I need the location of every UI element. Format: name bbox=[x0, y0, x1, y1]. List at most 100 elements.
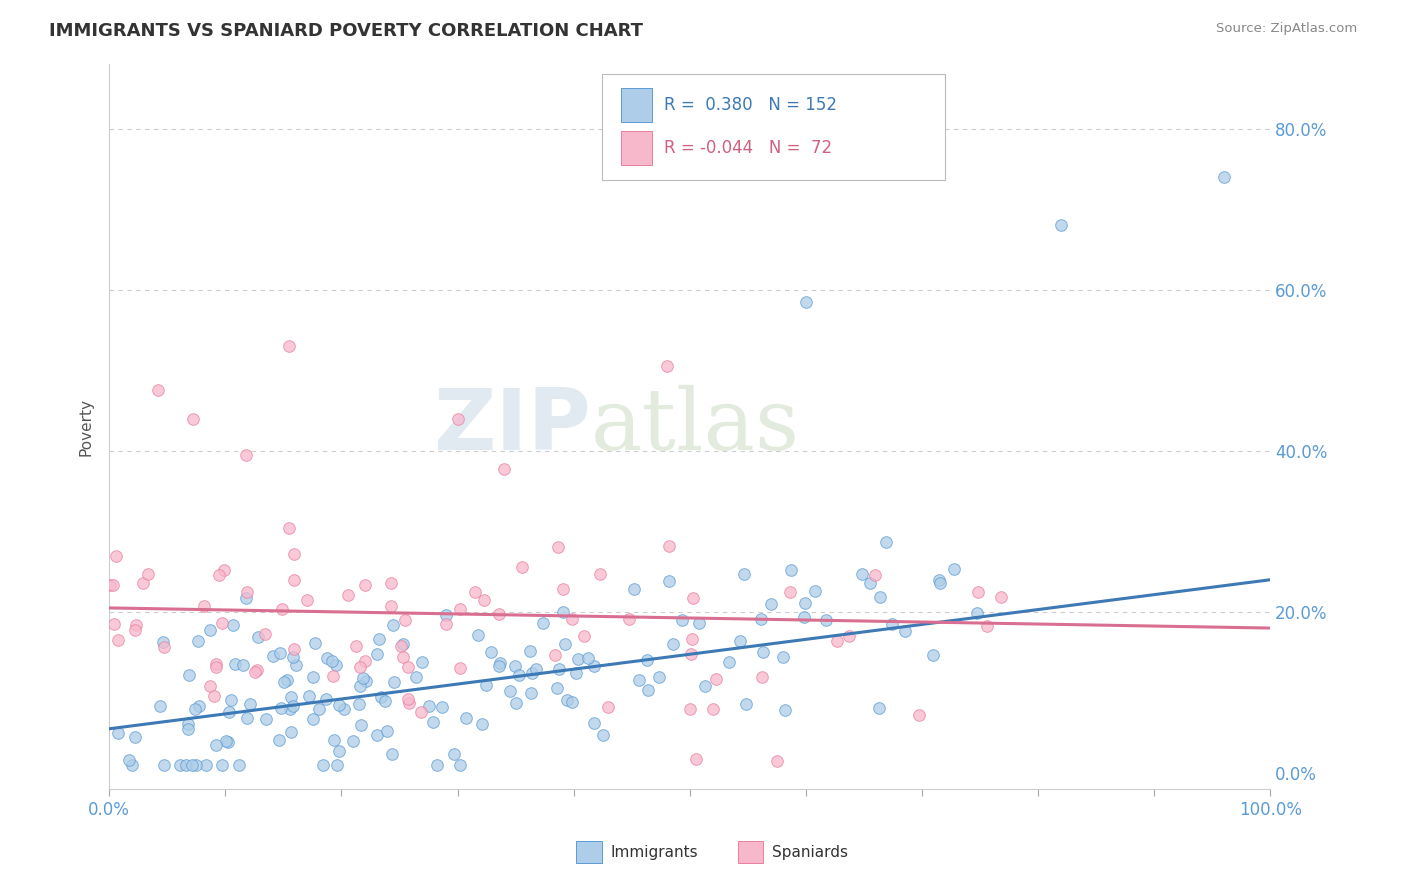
Point bbox=[966, 585, 988, 599]
Point bbox=[662, 637, 685, 651]
Point bbox=[492, 461, 515, 475]
Point bbox=[247, 631, 270, 645]
Point bbox=[851, 567, 873, 582]
Point bbox=[505, 696, 527, 710]
Point bbox=[285, 658, 308, 673]
Point bbox=[283, 573, 305, 587]
Text: IMMIGRANTS VS SPANIARD POVERTY CORRELATION CHART: IMMIGRANTS VS SPANIARD POVERTY CORRELATI… bbox=[49, 22, 643, 40]
Point bbox=[547, 540, 569, 554]
Point bbox=[132, 576, 155, 591]
Point bbox=[679, 701, 702, 715]
Point bbox=[519, 644, 541, 658]
Point bbox=[211, 758, 233, 772]
Point bbox=[503, 658, 526, 673]
Point bbox=[734, 697, 756, 711]
Point bbox=[146, 384, 169, 398]
Point bbox=[136, 566, 159, 581]
Point bbox=[596, 699, 619, 714]
Point bbox=[246, 663, 269, 677]
Point bbox=[278, 339, 301, 353]
Point bbox=[184, 702, 207, 716]
Point bbox=[868, 701, 890, 715]
Point bbox=[349, 697, 371, 711]
Point bbox=[391, 650, 413, 665]
Point bbox=[467, 628, 489, 642]
Y-axis label: Poverty: Poverty bbox=[79, 398, 93, 456]
Text: Spaniards: Spaniards bbox=[772, 845, 848, 860]
Point bbox=[202, 689, 225, 703]
Point bbox=[966, 606, 988, 620]
Point bbox=[153, 758, 176, 772]
Point bbox=[181, 411, 204, 425]
Point bbox=[315, 692, 337, 706]
Point bbox=[472, 593, 495, 607]
Point bbox=[298, 689, 321, 703]
Point bbox=[332, 702, 354, 716]
Point bbox=[389, 640, 412, 654]
Point bbox=[187, 634, 209, 648]
Point bbox=[152, 635, 174, 649]
Point bbox=[381, 747, 404, 762]
Point bbox=[121, 758, 143, 772]
Point bbox=[200, 679, 222, 693]
Point bbox=[1050, 218, 1073, 232]
Point bbox=[702, 701, 724, 715]
Point bbox=[98, 578, 121, 592]
Point bbox=[245, 665, 267, 680]
Point bbox=[679, 647, 702, 661]
Point bbox=[475, 678, 498, 692]
Point bbox=[411, 655, 433, 669]
Point bbox=[704, 672, 727, 686]
Point bbox=[321, 654, 343, 668]
Point bbox=[186, 758, 208, 772]
Point bbox=[367, 632, 389, 646]
Point bbox=[564, 666, 586, 681]
Point bbox=[356, 673, 378, 688]
Point bbox=[561, 695, 583, 709]
Point bbox=[107, 726, 129, 740]
Point bbox=[169, 758, 191, 772]
Point bbox=[648, 670, 671, 684]
Point bbox=[235, 591, 257, 605]
Point bbox=[312, 758, 335, 772]
Point bbox=[280, 690, 302, 704]
Point bbox=[370, 690, 392, 704]
Point bbox=[177, 717, 200, 731]
Point bbox=[374, 694, 396, 708]
Point bbox=[283, 699, 305, 714]
Point bbox=[990, 590, 1012, 604]
Point bbox=[398, 696, 420, 710]
Point bbox=[224, 657, 246, 672]
Point bbox=[405, 670, 427, 684]
Point bbox=[336, 588, 359, 602]
Point bbox=[730, 633, 752, 648]
Point bbox=[366, 647, 388, 661]
Point bbox=[326, 758, 349, 772]
Point bbox=[551, 605, 574, 619]
Point bbox=[295, 592, 318, 607]
Point bbox=[555, 693, 578, 707]
Point bbox=[522, 665, 544, 680]
Point bbox=[637, 682, 659, 697]
Point bbox=[449, 758, 471, 772]
Point bbox=[375, 723, 398, 738]
Point bbox=[214, 563, 236, 577]
Point bbox=[488, 607, 510, 621]
Point bbox=[177, 722, 200, 736]
Point bbox=[619, 612, 641, 626]
Point bbox=[583, 659, 606, 673]
Point bbox=[576, 651, 599, 665]
Point bbox=[124, 731, 146, 745]
Point bbox=[270, 701, 292, 715]
Point bbox=[328, 698, 350, 712]
Point bbox=[524, 662, 547, 676]
Point bbox=[381, 617, 404, 632]
Point bbox=[498, 684, 520, 698]
Point bbox=[772, 649, 794, 664]
Point bbox=[107, 633, 129, 648]
Point bbox=[281, 650, 304, 665]
Point bbox=[544, 648, 567, 662]
Point bbox=[232, 658, 254, 673]
Point bbox=[875, 535, 897, 549]
Point bbox=[394, 614, 416, 628]
